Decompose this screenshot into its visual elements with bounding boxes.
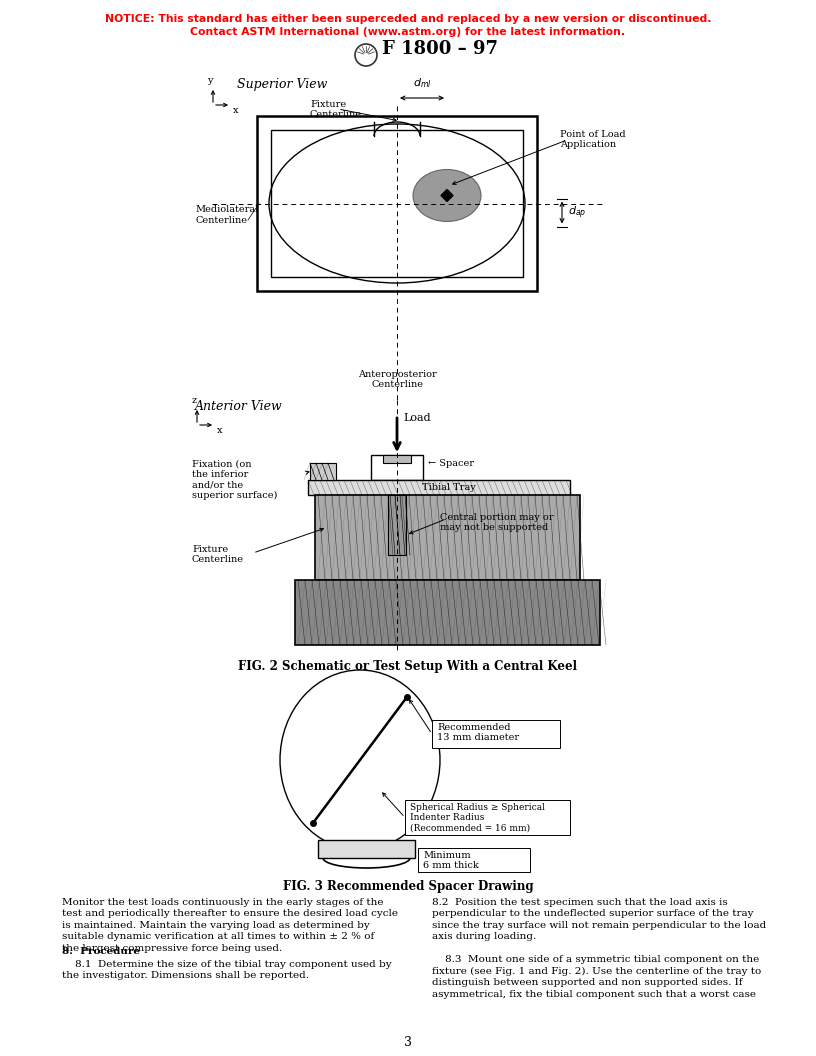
Bar [257,116,537,291]
Text: Fixation (on
the inferior
and/or the
superior surface): Fixation (on the inferior and/or the sup… [192,460,277,501]
Text: 8.2  Position the test specimen such that the load axis is
perpendicular to the : 8.2 Position the test specimen such that… [432,898,766,999]
Text: Mediolateral
Centerline: Mediolateral Centerline [195,205,258,225]
Ellipse shape [413,170,481,222]
Text: Point of Load
Application: Point of Load Application [560,130,626,149]
Text: $d_{ml}$: $d_{ml}$ [413,76,432,90]
Bar [405,800,570,835]
Text: x: x [217,426,223,435]
Text: Central portion may or
may not be supported: Central portion may or may not be suppor… [440,513,553,532]
Text: 8.  Procedure: 8. Procedure [62,947,140,956]
Bar [295,580,600,645]
Text: y: y [207,76,213,84]
Bar [418,848,530,872]
Text: Superior View: Superior View [237,78,327,91]
Text: Spherical Radius ≥ Spherical
Indenter Radius
(Recommended = 16 mm): Spherical Radius ≥ Spherical Indenter Ra… [410,803,545,833]
Bar [315,495,580,580]
Bar [271,130,523,277]
Text: ← Spacer: ← Spacer [428,458,474,468]
Bar [371,455,423,480]
Text: z: z [192,396,197,406]
Text: Minimum
6 mm thick: Minimum 6 mm thick [423,851,479,870]
Text: Fixture
Centerline: Fixture Centerline [310,100,362,119]
Bar [310,463,336,480]
Text: FIG. 2 Schematic or Test Setup With a Central Keel: FIG. 2 Schematic or Test Setup With a Ce… [238,660,578,673]
Text: F 1800 – 97: F 1800 – 97 [382,40,498,58]
Text: Fixture
Centerline: Fixture Centerline [192,545,244,564]
Text: Monitor the test loads continuously in the early stages of the
test and periodic: Monitor the test loads continuously in t… [62,898,398,953]
Bar [383,455,411,463]
Text: NOTICE: This standard has either been superceded and replaced by a new version o: NOTICE: This standard has either been su… [104,14,712,24]
Text: Contact ASTM International (www.astm.org) for the latest information.: Contact ASTM International (www.astm.org… [190,27,626,37]
Text: 8.1  Determine the size of the tibial tray component used by
the investigator. D: 8.1 Determine the size of the tibial tra… [62,960,392,980]
Text: 3: 3 [404,1036,412,1049]
Bar [318,840,415,857]
Bar [308,480,570,495]
Polygon shape [441,189,453,202]
Text: Recommended
13 mm diameter: Recommended 13 mm diameter [437,723,519,742]
Text: Tibial Tray: Tibial Tray [422,483,476,492]
Text: Load: Load [403,413,431,423]
Bar [432,720,560,748]
Text: Anterior View: Anterior View [195,400,283,413]
Text: $d_{ap}$: $d_{ap}$ [568,204,587,221]
Text: Anteroposterior
Centerline: Anteroposterior Centerline [357,370,437,390]
Bar [388,495,406,555]
Text: x: x [233,106,238,115]
Text: FIG. 3 Recommended Spacer Drawing: FIG. 3 Recommended Spacer Drawing [282,880,534,893]
